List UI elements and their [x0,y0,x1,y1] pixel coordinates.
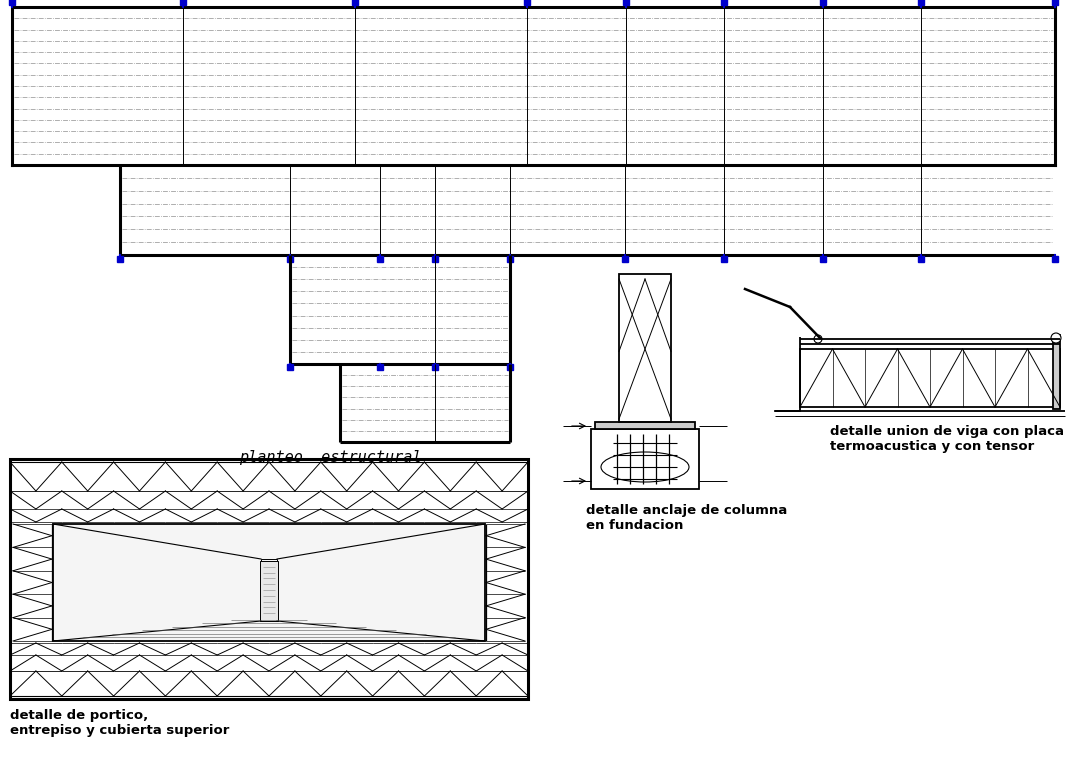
Bar [591,429,699,489]
Text: planteo  estructural: planteo estructural [238,450,421,465]
Circle shape [1051,333,1061,343]
Bar [261,559,277,621]
Bar [619,274,671,422]
Text: detalle anclaje de columna
en fundacion: detalle anclaje de columna en fundacion [586,504,787,532]
Text: detalle union de viga con placa
termoacustica y con tensor: detalle union de viga con placa termoacu… [830,425,1064,453]
Text: detalle de portico,
entrepiso y cubierta superior: detalle de portico, entrepiso y cubierta… [10,709,230,737]
Circle shape [814,335,822,343]
Bar [260,561,278,621]
Bar [800,349,1060,407]
Bar [10,459,528,699]
Bar [1053,335,1060,409]
Bar [53,524,485,641]
Bar [595,422,695,429]
